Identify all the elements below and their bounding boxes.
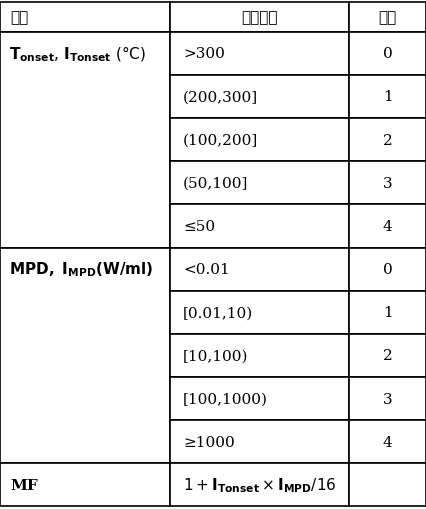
Bar <box>0 33 170 248</box>
Bar <box>170 119 349 162</box>
Bar <box>349 3 426 33</box>
Bar <box>349 248 426 291</box>
Text: ≥1000: ≥1000 <box>183 435 235 449</box>
Bar <box>170 76 349 119</box>
Bar <box>170 377 349 420</box>
Bar <box>0 463 170 506</box>
Text: [10,100): [10,100) <box>183 349 249 363</box>
Bar <box>170 3 349 33</box>
Text: 1: 1 <box>383 90 392 104</box>
Bar <box>349 119 426 162</box>
Text: 0: 0 <box>383 47 392 61</box>
Bar <box>0 3 170 33</box>
Bar <box>0 248 170 463</box>
Text: $1+\mathbf{I_{Tonset}}\times\mathbf{I_{MPD}}/16$: $1+\mathbf{I_{Tonset}}\times\mathbf{I_{M… <box>183 475 337 494</box>
Bar <box>170 334 349 377</box>
Text: >300: >300 <box>183 47 225 61</box>
Text: [0.01,10): [0.01,10) <box>183 305 253 320</box>
Bar <box>349 205 426 248</box>
Bar <box>170 162 349 205</box>
Text: ≤50: ≤50 <box>183 219 215 234</box>
Bar <box>349 463 426 506</box>
Bar <box>349 76 426 119</box>
Bar <box>349 420 426 463</box>
Text: $\mathbf{T_{onset}}$, $\mathbf{I_{Tonset}}$ ($\degree$C): $\mathbf{T_{onset}}$, $\mathbf{I_{Tonset… <box>9 45 146 64</box>
Bar <box>170 420 349 463</box>
Bar <box>170 463 349 506</box>
Text: 指标: 指标 <box>11 10 29 25</box>
Text: (100,200]: (100,200] <box>183 133 259 147</box>
Text: 3: 3 <box>383 392 392 406</box>
Bar <box>170 33 349 76</box>
Bar <box>349 162 426 205</box>
Text: 1: 1 <box>383 305 392 320</box>
Text: <0.01: <0.01 <box>183 263 230 276</box>
Text: 4: 4 <box>383 219 392 234</box>
Bar <box>349 33 426 76</box>
Text: 2: 2 <box>383 133 392 147</box>
Text: MF: MF <box>11 478 38 492</box>
Bar <box>170 248 349 291</box>
Bar <box>349 334 426 377</box>
Text: 取值范围: 取值范围 <box>242 10 278 25</box>
Text: (200,300]: (200,300] <box>183 90 258 104</box>
Bar <box>170 291 349 334</box>
Text: $\mathbf{MPD,\ I_{MPD}}$$\mathbf{(W/ml)}$: $\mathbf{MPD,\ I_{MPD}}$$\mathbf{(W/ml)}… <box>9 260 153 279</box>
Bar <box>170 205 349 248</box>
Text: 0: 0 <box>383 263 392 276</box>
Text: 系数: 系数 <box>379 10 397 25</box>
Text: 4: 4 <box>383 435 392 449</box>
Bar <box>349 291 426 334</box>
Bar <box>349 377 426 420</box>
Text: 3: 3 <box>383 177 392 190</box>
Text: (50,100]: (50,100] <box>183 177 248 190</box>
Text: [100,1000): [100,1000) <box>183 392 268 406</box>
Text: 2: 2 <box>383 349 392 363</box>
